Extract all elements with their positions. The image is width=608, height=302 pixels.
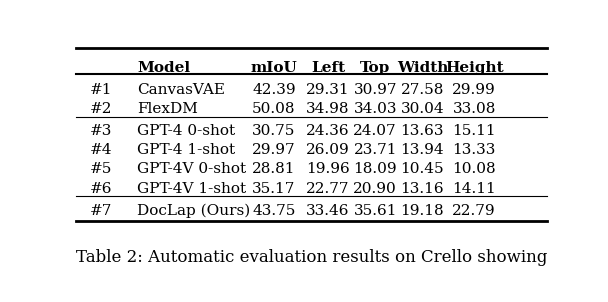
Text: 30.75: 30.75 xyxy=(252,124,295,138)
Text: 35.17: 35.17 xyxy=(252,182,295,196)
Text: 23.71: 23.71 xyxy=(353,143,397,157)
Text: #2: #2 xyxy=(90,102,112,116)
Text: 20.90: 20.90 xyxy=(353,182,397,196)
Text: 13.33: 13.33 xyxy=(452,143,496,157)
Text: 33.08: 33.08 xyxy=(452,102,496,116)
Text: 26.09: 26.09 xyxy=(306,143,350,157)
Text: #3: #3 xyxy=(90,124,112,138)
Text: Left: Left xyxy=(311,61,345,75)
Text: 24.36: 24.36 xyxy=(306,124,350,138)
Text: 14.11: 14.11 xyxy=(452,182,496,196)
Text: 22.77: 22.77 xyxy=(306,182,350,196)
Text: #5: #5 xyxy=(90,162,112,176)
Text: DocLap (Ours): DocLap (Ours) xyxy=(137,204,250,218)
Text: 35.61: 35.61 xyxy=(353,204,397,218)
Text: CanvasVAE: CanvasVAE xyxy=(137,83,225,97)
Text: 29.31: 29.31 xyxy=(306,83,350,97)
Text: Table 2: Automatic evaluation results on Crello showing: Table 2: Automatic evaluation results on… xyxy=(76,249,547,266)
Text: 13.16: 13.16 xyxy=(401,182,444,196)
Text: 22.79: 22.79 xyxy=(452,204,496,218)
Text: 28.81: 28.81 xyxy=(252,162,295,176)
Text: 30.04: 30.04 xyxy=(401,102,444,116)
Text: GPT-4 1-shot: GPT-4 1-shot xyxy=(137,143,235,157)
Text: #6: #6 xyxy=(90,182,112,196)
Text: 10.45: 10.45 xyxy=(401,162,444,176)
Text: GPT-4V 0-shot: GPT-4V 0-shot xyxy=(137,162,246,176)
Text: 18.09: 18.09 xyxy=(353,162,397,176)
Text: 33.46: 33.46 xyxy=(306,204,350,218)
Text: Model: Model xyxy=(137,61,190,75)
Text: #4: #4 xyxy=(90,143,112,157)
Text: 10.08: 10.08 xyxy=(452,162,496,176)
Text: 29.97: 29.97 xyxy=(252,143,295,157)
Text: 13.63: 13.63 xyxy=(401,124,444,138)
Text: 43.75: 43.75 xyxy=(252,204,295,218)
Text: #7: #7 xyxy=(90,204,112,218)
Text: Width: Width xyxy=(396,61,448,75)
Text: 27.58: 27.58 xyxy=(401,83,444,97)
Text: #1: #1 xyxy=(90,83,112,97)
Text: mIoU: mIoU xyxy=(250,61,297,75)
Text: 19.18: 19.18 xyxy=(401,204,444,218)
Text: 42.39: 42.39 xyxy=(252,83,295,97)
Text: 24.07: 24.07 xyxy=(353,124,397,138)
Text: Height: Height xyxy=(445,61,503,75)
Text: GPT-4V 1-shot: GPT-4V 1-shot xyxy=(137,182,246,196)
Text: 34.03: 34.03 xyxy=(353,102,397,116)
Text: 30.97: 30.97 xyxy=(353,83,397,97)
Text: 19.96: 19.96 xyxy=(306,162,350,176)
Text: 29.99: 29.99 xyxy=(452,83,496,97)
Text: 15.11: 15.11 xyxy=(452,124,496,138)
Text: FlexDM: FlexDM xyxy=(137,102,198,116)
Text: 13.94: 13.94 xyxy=(401,143,444,157)
Text: 50.08: 50.08 xyxy=(252,102,295,116)
Text: Top: Top xyxy=(360,61,390,75)
Text: GPT-4 0-shot: GPT-4 0-shot xyxy=(137,124,235,138)
Text: 34.98: 34.98 xyxy=(306,102,350,116)
